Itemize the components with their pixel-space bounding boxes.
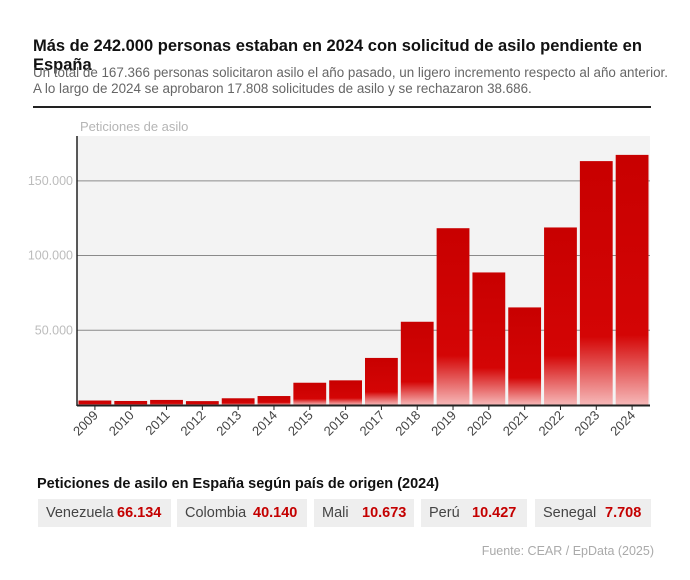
- x-tick-label: 2013: [213, 408, 244, 439]
- x-tick-label: 2011: [142, 408, 172, 438]
- country-name: Colombia: [185, 505, 247, 521]
- x-tick-label: 2023: [571, 408, 602, 439]
- bar-2017[interactable]: [365, 357, 398, 405]
- y-tick-label: 50.000: [35, 323, 73, 337]
- bar-2015[interactable]: [293, 382, 327, 405]
- y-axis-ticks: 50.000 100.000 150.000: [28, 174, 73, 337]
- country-value: 40.140: [253, 505, 298, 521]
- bar-2019[interactable]: [436, 228, 470, 405]
- bars: [78, 154, 649, 405]
- x-tick-label: 2016: [321, 408, 352, 439]
- country-value: 10.673: [362, 505, 407, 521]
- bar-2024[interactable]: [615, 154, 649, 405]
- bar-2014[interactable]: [257, 396, 291, 405]
- x-tick-label: 2020: [464, 408, 495, 439]
- country-value: 7.708: [605, 505, 642, 521]
- y-tick-label: 100.000: [28, 249, 73, 263]
- bar-2010[interactable]: [114, 400, 148, 405]
- country-card: Senegal 7.708: [535, 499, 651, 527]
- y-axis-label: Peticiones de asilo: [80, 119, 188, 134]
- breakdown-title: Peticiones de asilo en España según país…: [37, 476, 440, 492]
- bar-2022[interactable]: [544, 227, 577, 405]
- bar-2021[interactable]: [508, 307, 542, 405]
- chart-subtitle-line-1: Un total de 167.366 personas solicitaron…: [33, 65, 668, 80]
- country-name: Senegal: [543, 505, 597, 521]
- bar-2009[interactable]: [78, 400, 112, 405]
- x-tick-label: 2022: [536, 408, 567, 439]
- country-card: Mali 10.673: [314, 499, 414, 527]
- x-tick-label: 2021: [500, 408, 531, 439]
- country-card: Colombia 40.140: [177, 499, 307, 527]
- title-divider: [33, 106, 651, 108]
- x-tick-label: 2024: [607, 408, 638, 439]
- country-card: Perú 10.427: [421, 499, 527, 527]
- bar-2011[interactable]: [150, 399, 183, 405]
- x-tick-label: 2017: [356, 408, 387, 439]
- bar-2012[interactable]: [185, 401, 219, 405]
- x-tick-label: 2018: [392, 408, 423, 439]
- bar-2023[interactable]: [579, 161, 613, 405]
- y-tick-label: 150.000: [28, 174, 73, 188]
- x-tick-label: 2015: [285, 408, 316, 439]
- bar-2018[interactable]: [400, 321, 434, 405]
- chart-subtitle-line-2: A lo largo de 2024 se aprobaron 17.808 s…: [33, 81, 532, 96]
- x-tick-label: 2014: [249, 408, 280, 439]
- country-value: 66.134: [117, 505, 162, 521]
- bar-2020[interactable]: [472, 272, 506, 405]
- source-note: Fuente: CEAR / EpData (2025): [481, 544, 654, 558]
- country-name: Mali: [322, 505, 349, 521]
- x-axis-ticks: 2009 2010 2011 2012 2013 2014 2015 2016 2017 2018…: [70, 405, 638, 439]
- x-tick-label: 2012: [177, 408, 208, 439]
- x-tick-label: 2009: [70, 408, 101, 439]
- country-value: 10.427: [472, 505, 517, 521]
- x-tick-label: 2019: [428, 408, 459, 439]
- country-card: Venezuela 66.134: [38, 499, 171, 527]
- country-name: Perú: [429, 505, 460, 521]
- bar-2016[interactable]: [329, 380, 362, 405]
- bar-chart: Peticiones de asilo 50.000 100.000 150.000…: [28, 119, 650, 439]
- chart-title: Más de 242.000 personas estaban en 2024 …: [33, 37, 642, 74]
- x-tick-label: 2010: [106, 408, 137, 439]
- bar-2013[interactable]: [221, 398, 255, 405]
- country-name: Venezuela: [46, 505, 114, 521]
